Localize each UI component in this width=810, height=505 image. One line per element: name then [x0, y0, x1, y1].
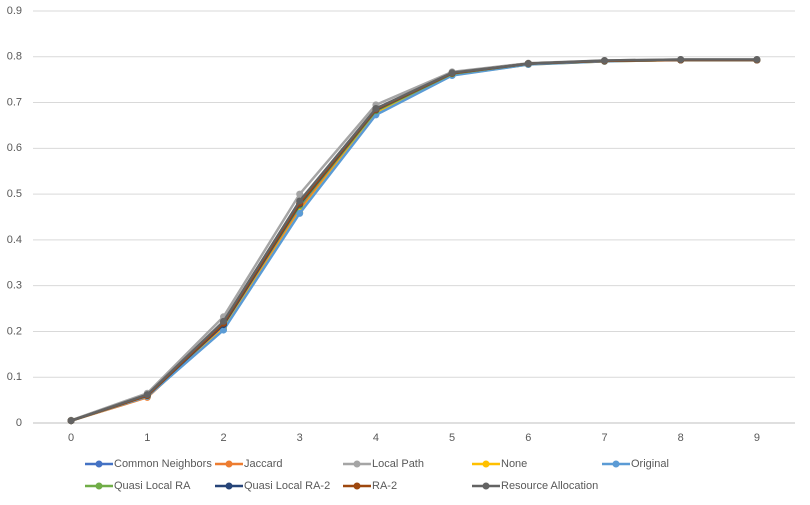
- data-point: [677, 56, 685, 64]
- legend-label: RA-2: [372, 480, 397, 492]
- data-point: [448, 69, 456, 77]
- legend-marker: [353, 460, 361, 468]
- legend-label: Jaccard: [244, 458, 283, 470]
- data-point: [220, 326, 227, 334]
- data-point: [296, 197, 304, 205]
- y-tick-label: 0.5: [7, 188, 22, 200]
- series: [67, 56, 761, 425]
- y-tick-label: 0.2: [7, 325, 22, 337]
- x-tick-label: 0: [68, 432, 74, 444]
- legend-marker: [612, 460, 620, 468]
- legend-marker: [225, 460, 233, 468]
- data-point: [372, 105, 380, 113]
- legend-marker: [95, 482, 103, 490]
- legend-item: None: [472, 458, 527, 470]
- legend-label: Local Path: [372, 458, 424, 470]
- y-tick-label: 0.4: [7, 234, 22, 246]
- legend-label: None: [501, 458, 527, 470]
- data-point: [524, 60, 532, 68]
- x-tick-label: 5: [449, 432, 455, 444]
- y-tick-label: 0.1: [7, 371, 22, 383]
- data-point: [143, 391, 151, 399]
- data-point: [220, 317, 227, 325]
- x-tick-label: 3: [297, 432, 303, 444]
- data-point: [67, 417, 75, 425]
- x-tick-label: 2: [220, 432, 226, 444]
- legend-marker: [353, 482, 361, 490]
- y-tick-label: 0.6: [7, 142, 22, 154]
- legend-item: Quasi Local RA-2: [215, 480, 330, 492]
- y-tick-label: 0: [16, 417, 22, 429]
- x-tick-label: 6: [525, 432, 531, 444]
- data-point: [296, 190, 304, 198]
- x-tick-label: 1: [144, 432, 150, 444]
- legend-marker: [482, 482, 490, 490]
- legend-marker: [95, 460, 103, 468]
- legend-marker: [225, 482, 233, 490]
- legend-item: Local Path: [343, 458, 424, 470]
- series-line: [70, 58, 757, 422]
- legend-label: Quasi Local RA: [114, 480, 191, 492]
- data-point: [601, 56, 608, 64]
- x-tick-label: 9: [754, 432, 760, 444]
- x-tick-label: 7: [601, 432, 607, 444]
- x-tick-label: 8: [678, 432, 684, 444]
- legend-label: Common Neighbors: [114, 458, 212, 470]
- y-tick-label: 0.8: [7, 51, 22, 63]
- y-tick-label: 0.7: [7, 96, 22, 108]
- legend-label: Quasi Local RA-2: [244, 480, 330, 492]
- legend-item: Original: [602, 458, 669, 470]
- legend-item: Resource Allocation: [472, 480, 598, 492]
- legend-item: Jaccard: [215, 458, 283, 470]
- legend-item: Quasi Local RA: [85, 480, 191, 492]
- data-point: [296, 209, 304, 217]
- legend-label: Resource Allocation: [501, 480, 598, 492]
- legend-label: Original: [631, 458, 669, 470]
- legend-item: Common Neighbors: [85, 458, 212, 470]
- legend-item: RA-2: [343, 480, 397, 492]
- y-tick-label: 0.9: [7, 5, 22, 17]
- legend-marker: [482, 460, 490, 468]
- x-tick-label: 4: [373, 432, 379, 444]
- y-tick-label: 0.3: [7, 280, 22, 292]
- data-point: [753, 56, 761, 64]
